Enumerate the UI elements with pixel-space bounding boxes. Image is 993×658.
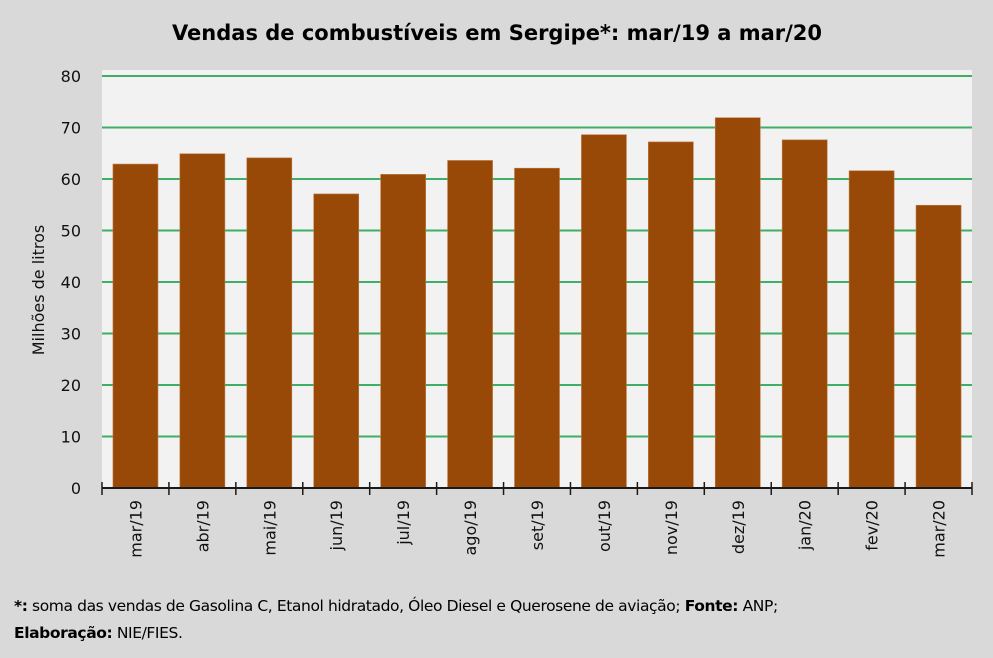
x-tick-label: set/19 [528,500,547,550]
bar-set-19 [514,167,560,489]
y-tick-label: 40 [61,273,81,292]
x-tick-label: ago/19 [461,500,480,556]
x-tick-label: dez/19 [729,500,748,554]
x-tick-label: jan/20 [796,500,815,551]
y-tick-label: 50 [61,222,81,241]
x-tick-label: out/19 [595,500,614,552]
footnote: *: soma das vendas de Gasolina C, Etanol… [14,593,984,647]
bar-dez-19 [714,117,761,489]
x-axis [101,482,973,495]
y-axis-label: Milhões de litros [29,225,48,356]
x-tick-label: mar/20 [930,500,949,558]
footnote-source-text: ANP; [738,597,779,615]
bar-jun-19 [313,193,360,489]
bar-mar-19 [112,163,159,489]
bar-chart: Vendas de combustíveis em Sergipe*: mar/… [29,21,973,558]
footnote-line-1: *: soma das vendas de Gasolina C, Etanol… [14,593,984,620]
footnote-elaboration-label: Elaboração: [14,624,113,642]
y-axis-ticks: 0 10 20 30 40 50 60 70 80 [61,67,81,498]
y-tick-label: 10 [61,428,81,447]
footnote-line-2: Elaboração: NIE/FIES. [14,620,984,647]
x-tick-label: mai/19 [260,500,279,556]
y-tick-label: 0 [71,479,81,498]
bar-mai-19 [246,157,293,489]
x-tick-label: mar/19 [126,500,145,558]
x-axis-ticks: mar/19 abr/19 mai/19 jun/19 jul/19 ago/19 set/… [126,500,948,558]
footnote-elaboration-text: NIE/FIES. [112,624,183,642]
footnote-asterisk-label: *: [14,597,28,615]
bar-fev-20 [848,170,895,489]
bar-jan-20 [781,139,828,489]
bar-jul-19 [380,174,426,489]
bar-abr-19 [179,153,226,489]
x-tick-label: fev/20 [863,500,882,551]
bar-ago-19 [447,160,493,489]
bar-mar-20 [915,204,962,489]
x-tick-label: jul/19 [394,500,413,546]
x-tick-label: nov/19 [662,500,681,555]
bar-out-19 [581,134,627,489]
y-tick-label: 30 [61,325,81,344]
chart-title: Vendas de combustíveis em Sergipe*: mar/… [172,21,822,45]
bar-nov-19 [648,141,694,489]
bars [112,117,962,489]
y-tick-label: 60 [61,170,81,189]
x-tick-label: abr/19 [193,500,212,552]
footnote-asterisk-text: soma das vendas de Gasolina C, Etanol hi… [27,597,685,615]
y-tick-label: 80 [61,67,81,86]
x-tick-label: jun/19 [327,500,346,551]
footnote-source-label: Fonte: [684,597,739,615]
y-tick-label: 70 [61,119,81,138]
y-tick-label: 20 [61,376,81,395]
